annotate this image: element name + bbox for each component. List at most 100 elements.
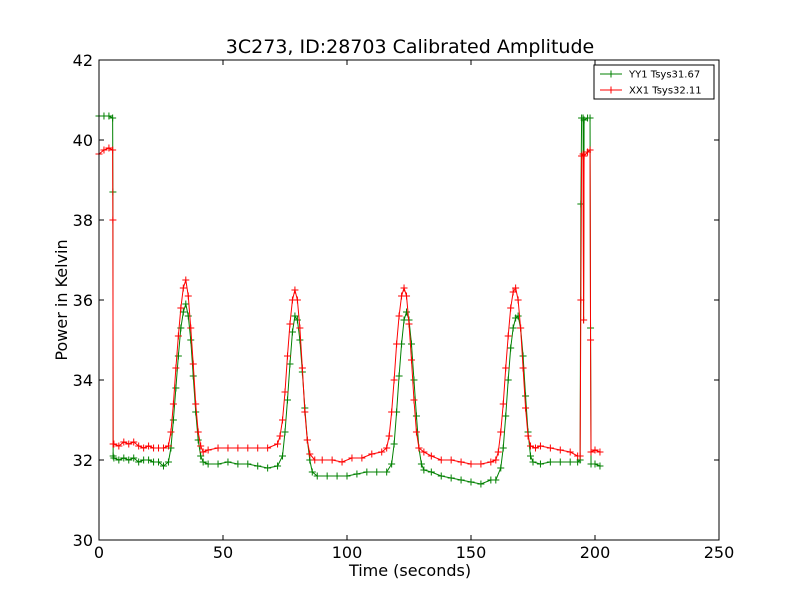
series-1-point-91	[512, 284, 520, 292]
series-0-point-2	[105, 112, 113, 120]
series-0-point-95	[527, 452, 535, 460]
series-0-point-77	[447, 474, 455, 482]
series-1-point-10	[130, 438, 138, 446]
ticks: 0 50 100 150 200 250 30 32 34 36 38 40 42	[73, 51, 735, 562]
series-0-point-55	[333, 472, 341, 480]
series-1-point-97	[527, 442, 535, 450]
series-1-point-90	[509, 288, 517, 296]
series-1-point-62	[385, 432, 393, 440]
y-tick-label-1: 32	[73, 451, 93, 470]
series-1-point-50	[301, 408, 309, 416]
series-1-point-65	[393, 340, 401, 348]
series-0-point-7	[115, 456, 123, 464]
series-1-point-74	[415, 444, 423, 452]
series-0-point-39	[274, 462, 282, 470]
series-0-point-64	[395, 372, 403, 380]
series-1-point-115	[596, 448, 604, 456]
x-tick-label-1: 50	[213, 543, 233, 562]
series-1-point-96	[524, 432, 532, 440]
series-0-point-3	[109, 114, 117, 122]
series-1-point-18	[167, 428, 175, 436]
series-1-point-104	[576, 452, 584, 460]
series-0-point-40	[279, 452, 287, 460]
series-0-point-99	[556, 458, 564, 466]
y-axis-label: Power in Kelvin	[52, 239, 71, 360]
series-1-point-22	[177, 304, 185, 312]
series-1-point-26	[187, 324, 195, 332]
series-1-point-13	[145, 442, 153, 450]
series-0-point-86	[504, 376, 512, 384]
series-0-point-37	[254, 462, 262, 470]
series-0-point-6	[110, 454, 118, 462]
series-0-point-44	[288, 328, 296, 336]
series-0-point-13	[145, 456, 153, 464]
series-0-point-46	[293, 316, 301, 324]
series-1-point-66	[395, 312, 403, 320]
series-0-point-8	[120, 454, 128, 462]
series-1-point-89	[507, 304, 515, 312]
series-1-point-81	[477, 460, 485, 468]
series-0-point-59	[373, 468, 381, 476]
series-0-point-35	[234, 460, 242, 468]
series-0-point-83	[497, 464, 505, 472]
series-1-point-58	[358, 454, 366, 462]
series-1-point-7	[115, 442, 123, 450]
series-1-point-111	[586, 146, 594, 154]
series-1-point-75	[420, 448, 428, 456]
series-1-point-9	[125, 440, 133, 448]
series-1-point-84	[494, 448, 502, 456]
series-0-point-84	[499, 444, 507, 452]
series-0-point-73	[417, 460, 425, 468]
series-0-point-36	[244, 460, 252, 468]
series-1-point-30	[197, 442, 205, 450]
series-0-point-76	[437, 472, 445, 480]
series-0-point-22	[177, 324, 185, 332]
series-1-point-86	[499, 400, 507, 408]
series-0-point-100	[566, 458, 574, 466]
series-1-point-42	[281, 388, 289, 396]
series-0-point-112	[591, 460, 599, 468]
series-1-point-113	[587, 448, 595, 456]
series-1-point-88	[504, 332, 512, 340]
series-1-point-39	[274, 440, 282, 448]
series-0-point-20	[172, 384, 180, 392]
series-0-point-33	[214, 460, 222, 468]
series-1-point-25	[184, 292, 192, 300]
series-1-point-82	[487, 458, 495, 466]
series-1-point-36	[244, 444, 252, 452]
series-0-point-79	[467, 478, 475, 486]
series-1-point-1	[100, 146, 108, 154]
series-0-point-113	[596, 462, 604, 470]
series-1-point-63	[388, 408, 396, 416]
series-1-point-24	[182, 276, 190, 284]
series-1-point-28	[192, 400, 200, 408]
series-1-point-68	[400, 284, 408, 292]
series-1-point-101	[556, 446, 564, 454]
series-0-point-80	[477, 480, 485, 488]
legend-marker-xx1	[607, 86, 615, 94]
series-0-point-54	[323, 472, 331, 480]
series-1-point-87	[502, 364, 510, 372]
series-1-point-61	[383, 444, 391, 452]
series-0-point-21	[174, 352, 182, 360]
series-0-point-56	[343, 472, 351, 480]
series-0-point-11	[135, 458, 143, 466]
series-0-point-74	[420, 466, 428, 474]
series-0-point-70	[410, 376, 418, 384]
x-tick-label-3: 150	[456, 543, 487, 562]
series-0-point-32	[204, 460, 212, 468]
series-0-point-75	[427, 468, 435, 476]
y-tick-label-0: 30	[73, 531, 93, 550]
series-1-point-37	[254, 444, 262, 452]
series-0-point-109	[586, 114, 594, 122]
series-1-point-69	[403, 292, 411, 300]
series-1-point-109	[580, 152, 588, 160]
series-1-point-41	[279, 416, 287, 424]
series-0-point-9	[125, 456, 133, 464]
series-1-point-23	[179, 284, 187, 292]
series-1-point-53	[311, 456, 319, 464]
series-0-point-90	[514, 312, 522, 320]
x-axis-label: Time (seconds)	[348, 561, 471, 580]
series-0-point-69	[407, 340, 415, 348]
